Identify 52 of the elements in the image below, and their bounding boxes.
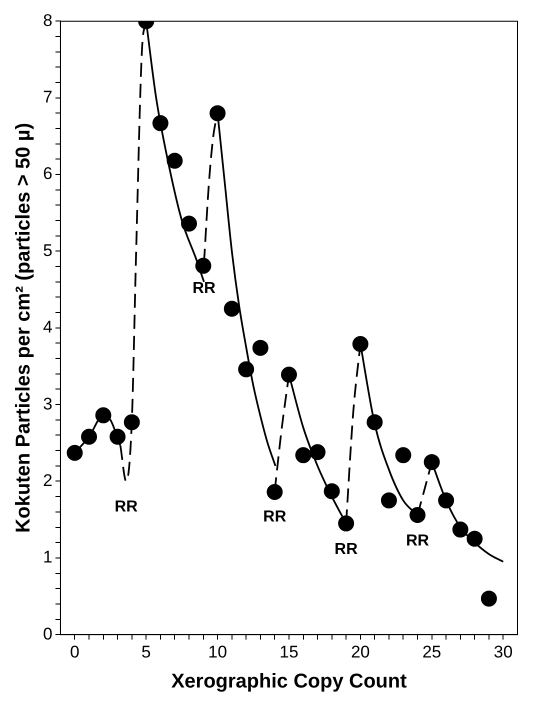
y-tick-label: 5	[42, 240, 52, 260]
point	[424, 454, 440, 470]
point	[152, 115, 168, 132]
x-tick-label: 15	[280, 642, 298, 662]
point	[395, 447, 412, 464]
point	[252, 340, 268, 356]
point	[438, 492, 454, 508]
point	[166, 152, 183, 169]
annotation: RR	[192, 280, 216, 298]
y-tick-label: 3	[42, 394, 52, 414]
point	[110, 428, 126, 445]
point	[66, 444, 83, 461]
point	[81, 428, 98, 445]
y-tick-label: 8	[42, 10, 52, 30]
point	[380, 492, 397, 508]
annotation: RR	[406, 532, 430, 550]
point	[238, 361, 254, 378]
x-axis-title: Xerographic Copy Count	[171, 670, 408, 693]
annotation: RR	[334, 540, 358, 558]
y-tick-label: 1	[42, 548, 52, 567]
point	[352, 336, 368, 352]
x-tick-label: 0	[70, 642, 80, 662]
y-tick-label: 2	[42, 470, 52, 490]
y-tick-label: 4	[42, 318, 52, 337]
point	[210, 105, 226, 122]
point	[195, 258, 212, 274]
point	[310, 444, 326, 460]
y-axis-title: Kokuten Particles per cm² (particles > 50 µ)	[12, 122, 35, 533]
point	[466, 530, 483, 547]
point	[95, 407, 112, 424]
point	[181, 216, 197, 232]
x-tick-label: 30	[494, 642, 513, 662]
point	[324, 483, 340, 500]
point	[280, 366, 297, 383]
point	[224, 300, 240, 317]
point	[366, 414, 383, 430]
y-tick-label: 6	[42, 164, 52, 184]
point	[338, 515, 354, 532]
point	[480, 590, 497, 607]
x-tick-label: 5	[141, 642, 151, 662]
point	[266, 484, 283, 500]
point	[410, 506, 426, 523]
point	[124, 414, 140, 430]
x-tick-label: 25	[422, 642, 442, 662]
annotation: RR	[114, 498, 138, 516]
x-tick-label: 10	[208, 642, 228, 662]
point	[452, 522, 468, 538]
y-tick-label: 0	[42, 624, 52, 644]
x-tick-label: 20	[350, 642, 370, 662]
y-tick-label: 7	[42, 88, 52, 107]
point	[295, 447, 312, 464]
annotation: RR	[263, 508, 287, 526]
